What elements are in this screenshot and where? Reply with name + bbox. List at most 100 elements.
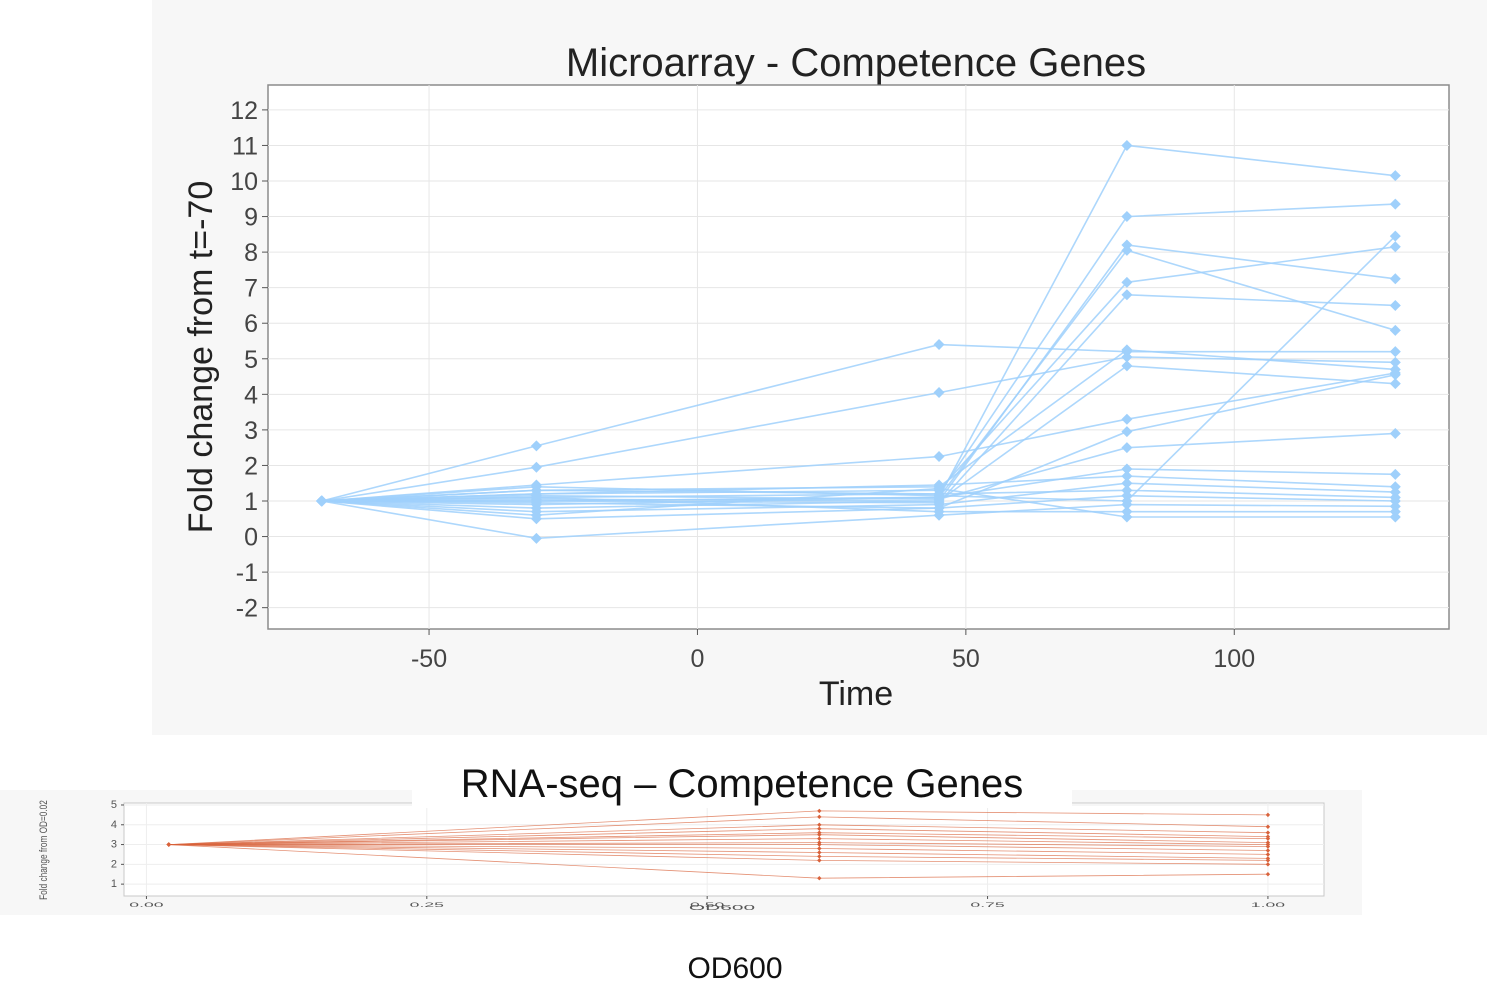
data-point (1389, 369, 1401, 381)
data-point (1389, 468, 1401, 480)
x-tick-label: 0.25 (410, 901, 444, 908)
y-tick-label: 0 (244, 524, 258, 552)
data-point (1265, 824, 1271, 829)
data-point (1389, 511, 1401, 523)
y-tick-label: 7 (244, 275, 258, 303)
y-tick-label: 5 (244, 346, 258, 374)
data-point (1265, 836, 1271, 841)
data-point (1389, 170, 1401, 182)
microarray-x-ticks: -50 0 50 100 (411, 629, 1255, 673)
data-point (1389, 356, 1401, 368)
data-point (933, 339, 945, 351)
data-point (1121, 211, 1133, 223)
data-point (1121, 351, 1133, 363)
y-tick-label: 2 (111, 858, 117, 870)
data-point (1389, 299, 1401, 311)
y-tick-label: 4 (244, 381, 258, 409)
data-point (817, 808, 822, 814)
y-tick-label: 12 (230, 97, 258, 125)
data-point (1121, 463, 1133, 475)
data-point (1121, 495, 1133, 507)
y-tick-label: 5 (111, 799, 117, 811)
rnaseq-series-points (166, 808, 1271, 881)
data-point (1121, 289, 1133, 301)
data-point (1389, 241, 1401, 253)
data-point (933, 490, 945, 502)
data-point (933, 483, 945, 495)
data-point (933, 451, 945, 463)
data-point (1389, 230, 1401, 242)
data-point (933, 506, 945, 518)
rnaseq-chart: 1 2 3 4 5 0.00 0.25 0.50 0.75 1.00 Fold change f… (38, 799, 1325, 912)
data-point (817, 826, 822, 831)
data-point (1121, 276, 1133, 288)
rnaseq-x-ticks: 0.00 0.25 0.50 0.75 1.00 (129, 896, 1285, 908)
data-point (316, 495, 328, 507)
microarray-series-points (316, 139, 1401, 544)
y-tick-label: 4 (111, 819, 117, 831)
data-point (530, 461, 542, 473)
data-point (166, 842, 172, 847)
rnaseq-plot-area (123, 802, 1325, 897)
data-point (1265, 844, 1271, 849)
rnaseq-x-axis-label-small: OD600 (689, 904, 755, 912)
data-point (1389, 324, 1401, 336)
data-point (1121, 426, 1133, 438)
data-point (1389, 273, 1401, 285)
data-point (1265, 830, 1271, 835)
x-tick-label: 0.00 (129, 901, 163, 908)
data-point (1121, 139, 1133, 151)
data-point (1121, 413, 1133, 425)
data-point (817, 836, 822, 841)
data-point (1121, 477, 1133, 489)
data-point (530, 440, 542, 452)
x-tick-label: -50 (411, 645, 447, 673)
x-tick-label: 0.75 (970, 901, 1004, 908)
microarray-plot-area (267, 84, 1450, 630)
data-point (1265, 812, 1271, 818)
y-tick-label: 1 (111, 878, 117, 890)
data-point (1389, 346, 1401, 358)
data-point (1265, 858, 1271, 863)
x-tick-label: 1.00 (1251, 901, 1285, 908)
data-point (1121, 442, 1133, 454)
data-point (1121, 470, 1133, 482)
microarray-chart-title: Microarray - Competence Genes (566, 41, 1146, 85)
data-point (1265, 862, 1271, 867)
data-point (1265, 852, 1271, 857)
data-point (1121, 244, 1133, 256)
y-tick-label: -1 (236, 559, 258, 587)
y-tick-label: 1 (244, 488, 258, 516)
y-tick-label: 6 (244, 310, 258, 338)
data-point (817, 814, 822, 820)
y-tick-label: -2 (236, 595, 258, 623)
y-tick-label: 2 (244, 452, 258, 480)
data-point (1265, 848, 1271, 853)
data-point (933, 387, 945, 399)
y-tick-label: 3 (111, 839, 117, 851)
od600-caption: OD600 (687, 952, 783, 985)
x-tick-label: 0.50 (690, 901, 724, 908)
x-tick-label: 100 (1213, 645, 1255, 673)
data-point (817, 822, 822, 827)
rnaseq-y-axis-label: Fold change from OD=0.02 (38, 800, 50, 900)
data-point (817, 858, 822, 863)
data-point (530, 491, 542, 503)
y-tick-label: 9 (244, 204, 258, 232)
x-tick-label: 0 (691, 645, 705, 673)
data-point (817, 846, 822, 851)
data-point (1389, 427, 1401, 439)
data-point (817, 850, 822, 855)
microarray-y-axis-label: Fold change from t=-70 (182, 181, 220, 533)
y-tick-label: 10 (230, 168, 258, 196)
data-point (530, 481, 542, 493)
data-point (817, 832, 822, 837)
y-tick-label: 8 (244, 239, 258, 267)
microarray-x-axis-label: Time (819, 675, 893, 713)
data-point (1389, 198, 1401, 210)
data-point (817, 842, 822, 847)
data-point (1389, 378, 1401, 390)
